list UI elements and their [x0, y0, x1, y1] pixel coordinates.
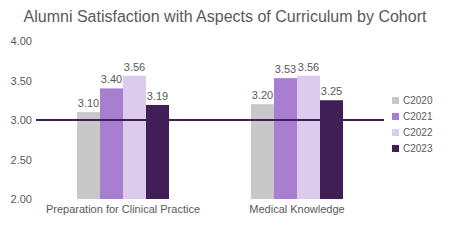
data-label: 3.56: [124, 61, 145, 73]
data-label: 3.10: [78, 97, 99, 109]
data-label: 3.40: [101, 73, 122, 85]
legend-swatch: [392, 113, 399, 120]
data-label: 3.56: [298, 61, 319, 73]
y-tick-label: 2.50: [11, 154, 32, 166]
chart: Alumni Satisfaction with Aspects of Curr…: [0, 0, 450, 225]
bar: [251, 104, 274, 199]
bar: [274, 78, 297, 199]
bar: [297, 76, 320, 199]
y-tick-label: 2.00: [11, 193, 32, 205]
y-tick-label: 4.00: [11, 35, 32, 47]
bar: [123, 76, 146, 199]
y-tick: [33, 80, 36, 81]
legend-label: C2022: [403, 127, 433, 138]
reference-line: [36, 119, 384, 121]
y-tick: [33, 159, 36, 160]
x-tick-label: Medical Knowledge: [249, 203, 344, 215]
data-label: 3.25: [321, 85, 342, 97]
y-tick-label: 3.50: [11, 75, 32, 87]
legend-label: C2021: [403, 111, 433, 122]
plot-area: [36, 76, 384, 199]
y-tick: [33, 41, 36, 42]
legend-swatch: [392, 97, 399, 104]
legend-swatch: [392, 145, 399, 152]
bar: [320, 100, 343, 199]
y-tick: [33, 199, 36, 200]
legend-label: C2020: [403, 95, 433, 106]
bar: [77, 112, 100, 199]
bar: [100, 88, 123, 199]
data-label: 3.53: [275, 63, 296, 75]
data-label: 3.19: [147, 90, 168, 102]
legend-label: C2023: [403, 143, 433, 154]
title: Alumni Satisfaction with Aspects of Curr…: [24, 8, 427, 25]
y-tick: [33, 120, 36, 121]
data-label: 3.20: [252, 89, 273, 101]
legend-swatch: [392, 129, 399, 136]
y-tick-label: 3.00: [11, 114, 32, 126]
x-tick-label: Preparation for Clinical Practice: [46, 203, 200, 215]
